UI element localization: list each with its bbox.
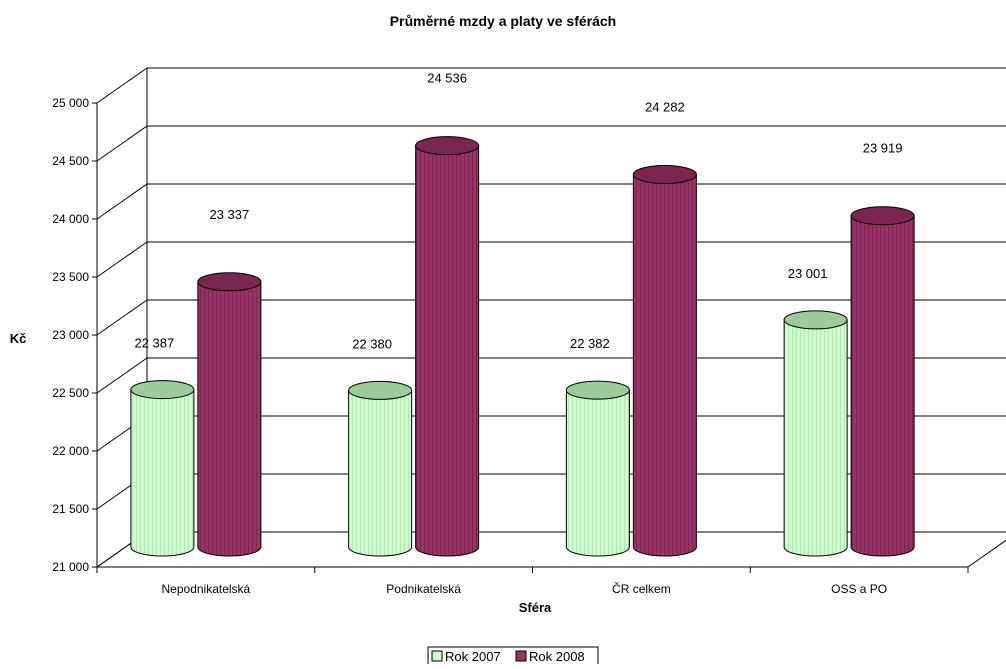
bar-body (197, 281, 262, 557)
data-label: 24 536 (427, 71, 467, 86)
data-label: 23 919 (863, 141, 903, 156)
x-tick-label: ČR celkem (612, 581, 671, 596)
bar-body (348, 389, 413, 557)
x-tick-label: OSS a PO (831, 582, 887, 596)
bar-top (197, 272, 262, 292)
data-label: 22 387 (134, 336, 174, 351)
bar-top (632, 164, 697, 184)
y-tick-label: 24 000 (52, 212, 89, 226)
chart-axes: 21 000 21 500 22 000 22 500 23 000 23 500 24 0… (52, 96, 969, 596)
bar-top (850, 206, 915, 226)
y-tick-label: 21 000 (52, 560, 89, 574)
data-label: 23 001 (788, 266, 828, 281)
legend: Rok 2007 Rok 2008 (427, 646, 599, 666)
side-wall-gridline (96, 125, 148, 162)
floor-right-edge (967, 539, 1006, 568)
y-axis-title: Kč (10, 331, 27, 346)
bar-body (565, 389, 630, 557)
bar-rok-2007 (783, 310, 848, 557)
x-tick-label: Nepodnikatelská (162, 582, 251, 596)
bar-top (565, 380, 630, 400)
bar-top (130, 380, 195, 400)
legend-label-rok-2008: Rok 2008 (529, 649, 585, 664)
data-label: 22 380 (352, 336, 392, 351)
legend-label-rok-2007: Rok 2007 (445, 649, 501, 664)
side-wall-gridline (96, 299, 148, 336)
legend-swatch-rok-2008 (515, 650, 527, 662)
bar-rok-2008 (197, 272, 262, 557)
y-tick-label: 22 500 (52, 386, 89, 400)
chart-bars (130, 136, 915, 557)
bar-top (415, 136, 480, 156)
data-label: 23 337 (209, 207, 249, 222)
bar-rok-2008 (415, 136, 480, 557)
bar-body (632, 173, 697, 557)
data-labels: 22 387 22 380 22 382 23 001 23 337 24 536 24 2… (134, 71, 902, 352)
data-label: 22 382 (570, 336, 610, 351)
side-wall-gridline (96, 67, 148, 104)
side-wall-gridline (96, 241, 148, 278)
bar-rok-2007 (130, 380, 195, 557)
bar-rok-2007 (565, 380, 630, 557)
bar-body (415, 145, 480, 557)
bar-rok-2008 (632, 164, 697, 557)
bar-body (130, 389, 195, 557)
y-tick-label: 24 500 (52, 154, 89, 168)
data-label: 24 282 (645, 99, 685, 114)
y-tick-label: 25 000 (52, 96, 89, 110)
side-wall-gridline (96, 357, 148, 394)
y-tick-label: 23 500 (52, 270, 89, 284)
side-wall-gridline (96, 183, 148, 220)
bar-body (783, 319, 848, 557)
chart-title: Průměrné mzdy a platy ve sférách (390, 13, 616, 29)
bar-body (850, 215, 915, 557)
legend-swatch-rok-2007 (431, 650, 443, 662)
y-tick-label: 23 000 (52, 328, 89, 342)
bar-top (783, 310, 848, 330)
y-tick-label: 22 000 (52, 444, 89, 458)
y-tick-label: 21 500 (52, 502, 89, 516)
bar-top (348, 380, 413, 400)
x-axis-title: Sféra (519, 600, 552, 615)
bar-rok-2007 (348, 380, 413, 557)
x-tick-label: Podnikatelská (386, 582, 461, 596)
bar-rok-2008 (850, 206, 915, 557)
